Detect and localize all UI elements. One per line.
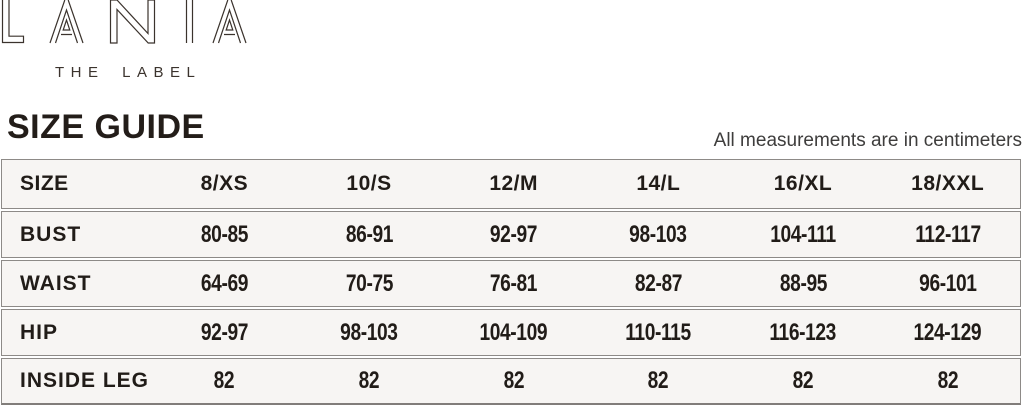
measurement-value: 80-85 [152,221,297,249]
measurement-text: 110-115 [625,318,692,346]
logo-letter-l [1,0,25,44]
measurement-text: 86-91 [345,220,393,248]
measurement-value: 98-103 [297,319,442,347]
measurement-text: 82 [792,367,814,394]
table-row-bust: BUST 80-85 86-91 92-97 98-103 104-111 112-117 [1,211,1021,258]
header-col-size: SIZE [20,172,69,195]
measurement-value: 82 [441,367,586,395]
measurement-text: 80-85 [200,220,249,248]
measurement-text: 88-95 [779,269,827,297]
measurement-text: 116-123 [769,318,837,346]
measurement-value: 82-87 [586,270,731,298]
measurement-text: 82 [503,367,524,394]
measurement-text: 82-87 [634,269,683,297]
measurement-value: 104-109 [441,319,586,347]
row-label: WAIST [20,271,92,295]
table-header-row: SIZE 8/XS 10/S 12/M 14/L 16/XL 18/XXL [1,159,1021,209]
measurement-text: 104-109 [479,318,548,346]
measurement-text: 82 [937,367,958,394]
measurement-value: 104-111 [731,221,876,249]
header-col-14-l: 14/L [636,172,681,195]
measurement-value: 82 [297,367,442,395]
logo-letter-a1 [49,0,84,44]
measurement-value: 112-117 [875,221,1020,249]
logo-letter-n [109,0,156,44]
measurement-value: 96-101 [875,270,1020,298]
measurement-text: 82 [214,367,235,394]
row-label: HIP [20,320,59,344]
measurement-value: 64-69 [152,270,297,298]
header-col-12-m: 12/M [489,172,538,195]
measurement-text: 98-103 [340,318,398,346]
logo-letter-a1-counter [61,18,72,36]
page-title: SIZE GUIDE [7,108,205,146]
measurement-value: 86-91 [297,221,442,249]
measurement-text: 76-81 [490,269,538,297]
brand-logo: THE LABEL [0,0,260,100]
measurement-text: 92-97 [490,220,538,248]
measurement-text: 98-103 [629,220,688,248]
header-col-10-s: 10/S [346,172,392,195]
measurement-value: 82 [152,367,297,395]
header-col-18-xxl: 18/XXL [911,172,985,195]
measurement-value: 82 [586,367,731,395]
measurement-text: 82 [648,367,669,394]
measurement-value: 92-97 [441,221,586,249]
measurement-value: 116-123 [731,319,876,347]
measurement-text: 112-117 [914,220,981,248]
measurement-text: 82 [358,367,380,394]
measurement-value: 88-95 [731,270,876,298]
header-col-16-xl: 16/XL [773,172,833,195]
brand-tagline: THE LABEL [55,64,202,81]
measurement-text: 124-129 [913,318,982,346]
measurement-text: 64-69 [200,269,249,297]
row-label: BUST [20,222,82,246]
measurement-value: 76-81 [441,270,586,298]
measurement-value: 82 [875,367,1020,395]
measurement-value: 82 [731,367,876,395]
row-label: INSIDE LEG [20,369,150,392]
logo-letter-a2-counter [224,18,235,36]
measurement-text: 96-101 [918,269,977,297]
measurement-value: 92-97 [152,319,297,347]
measurement-value: 70-75 [297,270,442,298]
logo-letter-a2 [212,0,247,44]
logo-letter-i [185,0,194,43]
table-row-waist: WAIST 64-69 70-75 76-81 82-87 88-95 96-101 [1,260,1021,307]
measurement-text: 70-75 [345,269,393,297]
header-col-8-xs: 8/XS [200,172,249,195]
measurement-value: 110-115 [586,319,731,347]
measurement-text: 92-97 [200,318,249,346]
lania-wordmark-icon [1,0,247,44]
measurement-text: 104-111 [770,220,836,248]
size-guide-table: SIZE 8/XS 10/S 12/M 14/L 16/XL 18/XXL BUST 80-8… [1,159,1021,405]
table-row-inside-leg: INSIDE LEG 82 82 82 82 82 82 [1,358,1021,405]
measurement-value: 124-129 [875,319,1020,347]
measurement-note: All measurements are in centimeters [713,130,1022,151]
measurement-value: 98-103 [586,221,731,249]
table-row-hip: HIP 92-97 98-103 104-109 110-115 116-123 124-1… [1,309,1021,356]
